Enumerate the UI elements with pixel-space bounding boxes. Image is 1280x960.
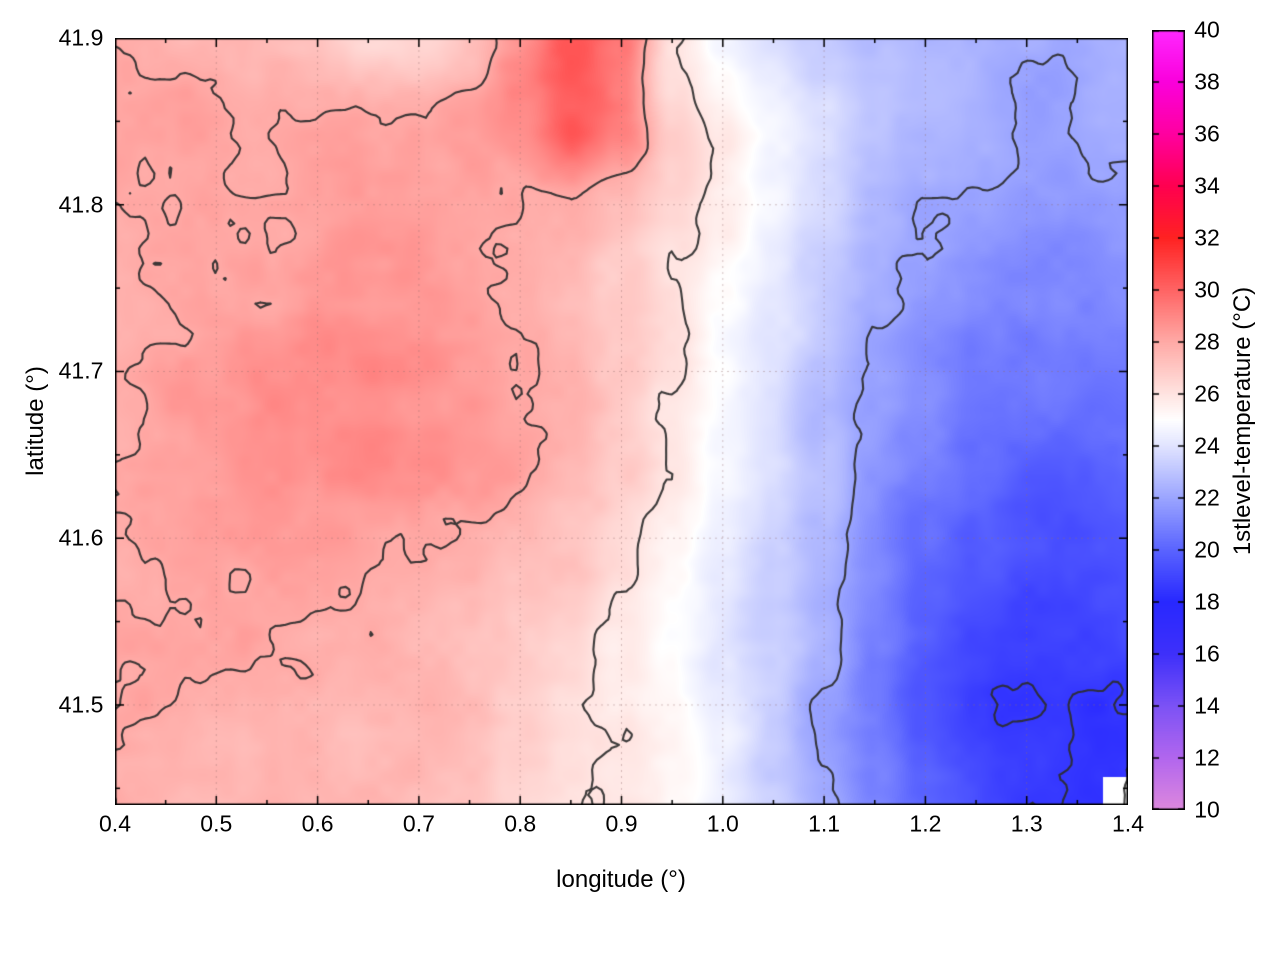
colorbar-tick-label: 22 — [1194, 484, 1220, 511]
colorbar-tick-label: 24 — [1194, 432, 1220, 459]
x-tick-label: 1.1 — [808, 810, 841, 837]
y-tick-label: 41.5 — [58, 691, 104, 718]
colorbar-tick-label: 40 — [1194, 16, 1220, 43]
colorbar-title: 1stlevel-temperature (°C) — [1229, 286, 1256, 556]
heatmap-plot-canvas — [115, 38, 1128, 805]
y-tick-label: 41.9 — [58, 24, 104, 51]
colorbar-tick-label: 36 — [1194, 120, 1220, 147]
y-tick-label: 41.8 — [58, 191, 104, 218]
x-tick-label: 0.7 — [402, 810, 435, 837]
y-axis-title: latitude (°) — [22, 366, 49, 476]
x-tick-label: 0.8 — [504, 810, 537, 837]
x-tick-label: 1.4 — [1112, 810, 1144, 837]
colorbar-tick-label: 14 — [1194, 692, 1220, 719]
x-axis-title: longitude (°) — [556, 866, 686, 893]
colorbar-tick-label: 10 — [1194, 796, 1220, 823]
colorbar-tick-label: 28 — [1194, 328, 1220, 355]
x-tick-label: 0.4 — [99, 810, 131, 837]
colorbar-tick-label: 30 — [1194, 276, 1220, 303]
colorbar-tick-label: 34 — [1194, 172, 1220, 199]
colorbar-tick-label: 32 — [1194, 224, 1220, 251]
x-tick-label: 0.5 — [200, 810, 233, 837]
y-tick-label: 41.6 — [58, 524, 104, 551]
x-tick-label: 0.6 — [301, 810, 334, 837]
colorbar-tick-label: 20 — [1194, 536, 1220, 563]
x-tick-label: 0.9 — [605, 810, 638, 837]
x-tick-label: 1.2 — [909, 810, 942, 837]
colorbar-canvas — [1152, 30, 1185, 810]
x-tick-label: 1.0 — [706, 810, 739, 837]
colorbar-tick-label: 38 — [1194, 68, 1220, 95]
y-tick-label: 41.7 — [58, 357, 104, 384]
colorbar-tick-label: 18 — [1194, 588, 1220, 615]
x-tick-label: 1.3 — [1010, 810, 1043, 837]
colorbar-tick-label: 16 — [1194, 640, 1220, 667]
colorbar-tick-label: 12 — [1194, 744, 1220, 771]
colorbar-tick-label: 26 — [1194, 380, 1220, 407]
